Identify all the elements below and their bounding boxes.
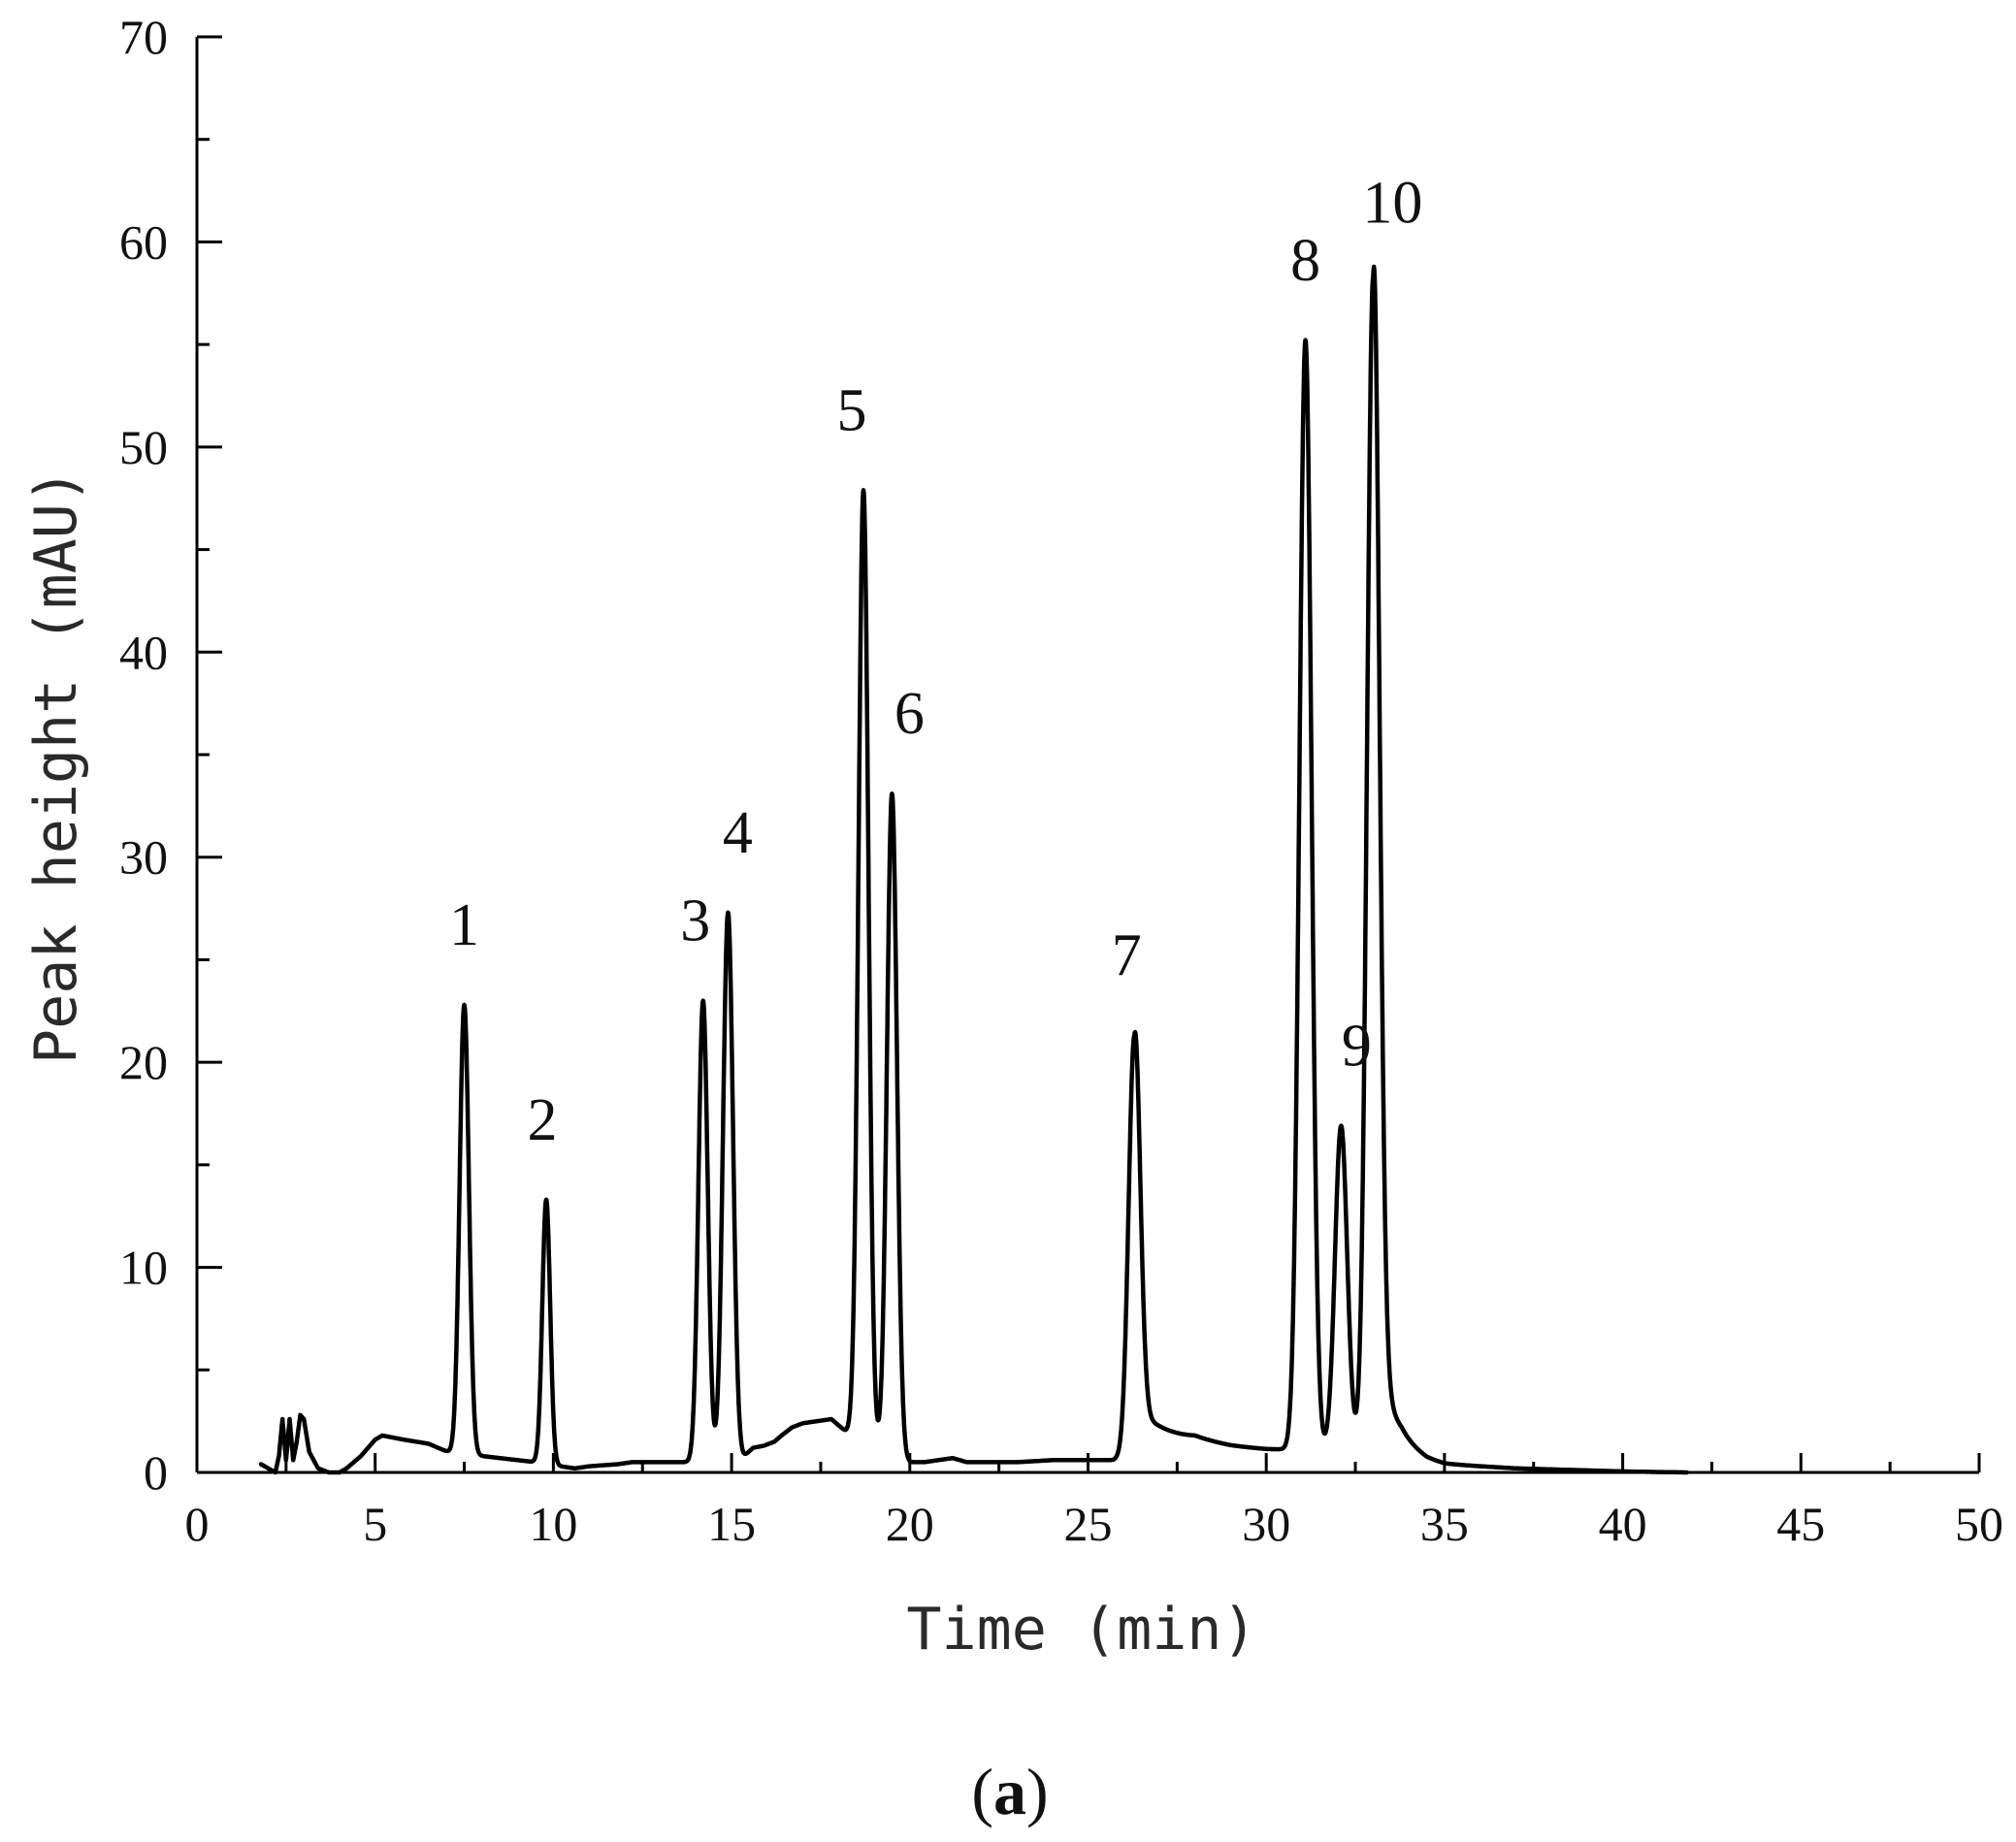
- y-tick-label: 70: [119, 10, 168, 64]
- x-tick-label: 45: [1776, 1497, 1825, 1551]
- peak-label-1: 1: [449, 892, 479, 958]
- peak-label-8: 8: [1290, 228, 1320, 294]
- peak-label-3: 3: [680, 889, 710, 954]
- x-tick-label: 50: [1955, 1497, 2003, 1551]
- peak-label-6: 6: [894, 681, 925, 747]
- x-tick-label: 20: [886, 1497, 934, 1551]
- peak-label-9: 9: [1342, 1014, 1372, 1080]
- panel-label-close: ): [1026, 1755, 1049, 1828]
- x-tick-label: 25: [1064, 1497, 1113, 1551]
- x-tick-label: 0: [185, 1497, 210, 1551]
- x-tick-label: 35: [1420, 1497, 1469, 1551]
- y-tick-label: 0: [144, 1445, 168, 1500]
- peak-label-7: 7: [1112, 923, 1142, 989]
- peak-label-4: 4: [723, 800, 753, 866]
- x-tick-label: 40: [1599, 1497, 1647, 1551]
- y-tick-label: 30: [119, 830, 168, 885]
- y-axis-title: Peak height (mAU): [22, 469, 90, 1064]
- panel-label-letter: a: [993, 1755, 1026, 1828]
- peak-label-10: 10: [1362, 170, 1422, 236]
- panel-label-open: (: [971, 1755, 993, 1828]
- x-axis-title: Time (min): [906, 1596, 1256, 1664]
- y-tick-label: 60: [119, 214, 168, 269]
- y-tick-label: 40: [119, 625, 168, 679]
- peak-labels: 1 2 34 5 6 7 8 9 10: [449, 170, 1422, 1152]
- peak-label-5: 5: [837, 377, 867, 443]
- y-tick-label: 50: [119, 420, 168, 474]
- panel-label: (a): [971, 1755, 1048, 1828]
- x-tick-label: 10: [529, 1497, 577, 1551]
- peak-label-2: 2: [528, 1087, 558, 1153]
- y-tick-label: 20: [119, 1035, 168, 1089]
- chromatogram-trace: [258, 264, 1689, 1475]
- x-tick-label: 5: [363, 1497, 387, 1551]
- x-tick-label: 15: [707, 1497, 756, 1551]
- x-tick-label: 30: [1242, 1497, 1290, 1551]
- y-tick-label: 10: [119, 1241, 168, 1295]
